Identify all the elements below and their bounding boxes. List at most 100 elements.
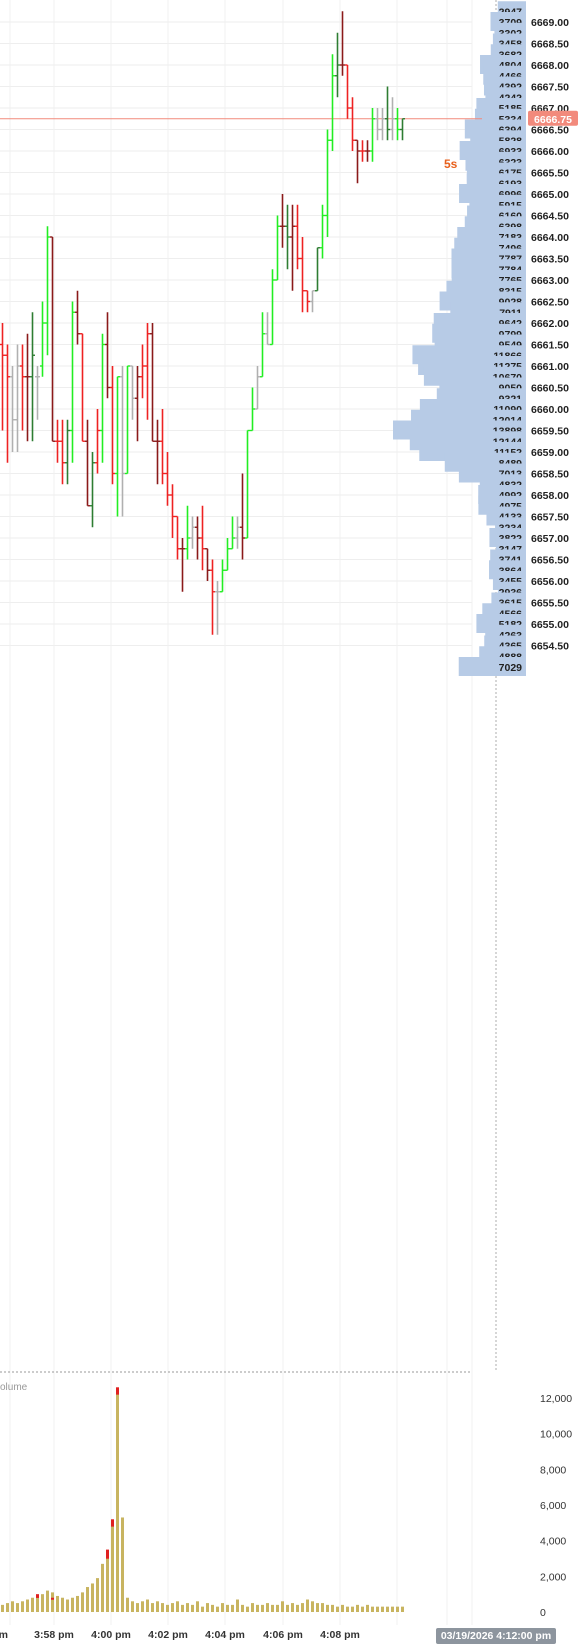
volume-bar	[271, 1604, 274, 1612]
volume-bar	[371, 1606, 374, 1612]
volume-bar	[351, 1606, 354, 1612]
time-tick-label: 4:06 pm	[263, 1629, 303, 1641]
volume-bar	[141, 1601, 144, 1612]
ohlc-bar	[390, 97, 395, 141]
volume-bar	[166, 1604, 169, 1612]
price-tick-label: 6663.00	[531, 275, 569, 287]
volume-bar	[356, 1604, 359, 1612]
volume-bar	[91, 1583, 94, 1612]
price-tick-label: 6658.00	[531, 490, 569, 502]
ohlc-bar	[45, 226, 50, 356]
ohlc-bar	[335, 32, 340, 98]
ohlc-bar	[285, 204, 290, 270]
volume-tick-label: 6,000	[540, 1500, 566, 1512]
time-tick-label: 4:04 pm	[205, 1629, 245, 1641]
volume-bar-highlight	[36, 1594, 39, 1598]
volume-bar	[366, 1604, 369, 1612]
ohlc-bar	[35, 366, 40, 420]
volume-tick-label: 8,000	[540, 1464, 566, 1476]
ohlc-bar	[270, 269, 275, 346]
volume-bar	[176, 1601, 179, 1612]
ohlc-bar	[75, 290, 80, 345]
ohlc-bar	[235, 516, 240, 549]
ohlc-bar	[355, 139, 360, 184]
ohlc-bar	[70, 301, 75, 463]
price-tick-label: 6660.00	[531, 404, 569, 416]
volume-bar	[261, 1604, 264, 1612]
volume-bar	[76, 1595, 79, 1612]
volume-bar-highlight	[116, 1387, 119, 1395]
profile-bar	[458, 657, 526, 676]
volume-bar	[86, 1587, 89, 1612]
ohlc-bar	[205, 548, 210, 581]
ohlc-bar	[315, 247, 320, 292]
volume-bar	[21, 1601, 24, 1612]
ohlc-bar	[15, 344, 20, 452]
volume-bar	[81, 1592, 84, 1612]
timeframe-label[interactable]: 5s	[444, 157, 458, 171]
volume-bar	[31, 1597, 34, 1612]
ohlc-bar	[245, 429, 250, 539]
price-tick-label: 6654.50	[531, 641, 569, 653]
ohlc-bar	[50, 236, 55, 442]
volume-tick-label: 0	[540, 1607, 546, 1619]
time-tick-label: pm	[0, 1629, 8, 1641]
volume-tick-label: 4,000	[540, 1536, 566, 1548]
volume-bar-highlight	[111, 1519, 114, 1527]
time-tick-label: 4:08 pm	[320, 1629, 360, 1641]
ohlc-bar	[180, 538, 185, 592]
volume-bar	[346, 1606, 349, 1612]
grid-lines	[0, 0, 497, 1625]
volume-bar	[231, 1604, 234, 1612]
ohlc-bar	[125, 365, 130, 475]
ohlc-bar	[250, 387, 255, 432]
ohlc-bar	[65, 419, 70, 485]
ohlc-bar	[370, 108, 375, 162]
ohlc-bar	[220, 559, 225, 593]
price-tick-label: 6657.00	[531, 533, 569, 545]
ohlc-bar	[115, 376, 120, 517]
volume-bar	[146, 1599, 149, 1612]
volume-bar	[401, 1606, 404, 1612]
price-tick-label: 6659.50	[531, 426, 569, 438]
price-tick-label: 6661.50	[531, 340, 569, 352]
current-price-badge	[528, 110, 578, 126]
ohlc-bar	[20, 344, 25, 431]
ohlc-bar	[25, 333, 30, 442]
price-tick-label: 6669.00	[531, 17, 569, 29]
ohlc-bar	[175, 515, 180, 560]
ohlc-bar	[190, 516, 195, 549]
volume-bar	[376, 1606, 379, 1612]
volume-bar-highlight	[106, 1549, 109, 1559]
volume-bar	[236, 1599, 239, 1612]
ohlc-bar	[325, 129, 330, 237]
ohlc-bar	[170, 484, 175, 538]
ohlc-bar	[195, 516, 200, 560]
volume-bar	[71, 1597, 74, 1612]
time-tick-label: 4:02 pm	[148, 1629, 188, 1641]
ohlc-bar	[145, 323, 150, 420]
volume-bar	[211, 1604, 214, 1612]
price-tick-label: 6662.50	[531, 297, 569, 309]
ohlc-bar	[30, 312, 35, 442]
ohlc-bar	[95, 409, 100, 474]
time-tick-label: 3:58 pm	[34, 1629, 74, 1641]
volume-tick-label: 12,000	[540, 1393, 572, 1405]
ohlc-bar	[305, 290, 310, 313]
ohlc-bar	[165, 452, 170, 506]
volume-bar	[131, 1601, 134, 1612]
ohlc-bar	[225, 538, 230, 571]
profile-volume-label: 7029	[499, 662, 523, 674]
volume-bar	[286, 1604, 289, 1612]
volume-bar	[106, 1556, 109, 1612]
price-tick-label: 6664.50	[531, 211, 569, 223]
volume-bar	[341, 1604, 344, 1612]
volume-bar	[196, 1601, 199, 1612]
volume-bar	[56, 1595, 59, 1612]
ohlc-bar	[350, 97, 355, 151]
ohlc-bar	[275, 215, 280, 281]
ohlc-bar	[100, 333, 105, 463]
price-tick-label: 6668.50	[531, 39, 569, 51]
price-tick-label: 6655.50	[531, 598, 569, 610]
